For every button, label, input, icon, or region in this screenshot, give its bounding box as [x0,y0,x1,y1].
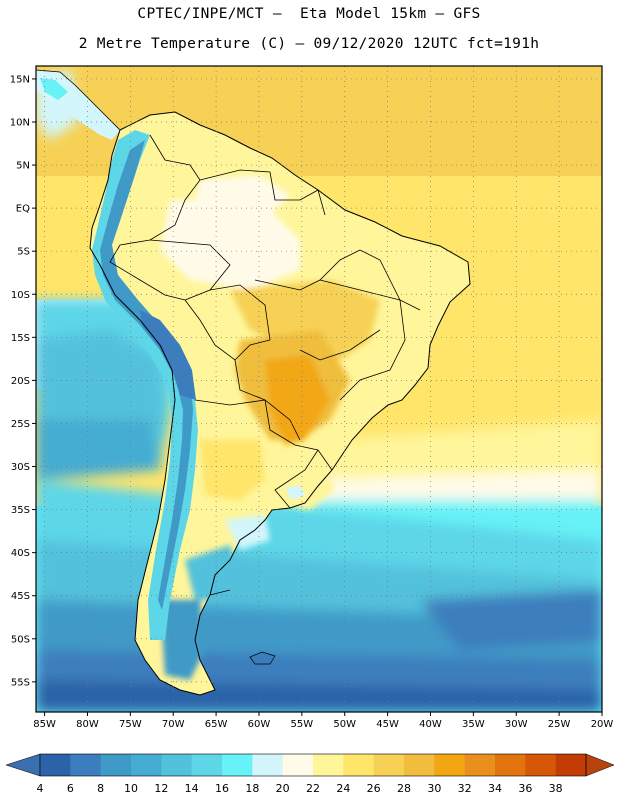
colorbar-swatch [464,754,496,776]
colorbar-swatch [282,754,314,776]
map-subtitle: 2 Metre Temperature (C) – 09/12/2020 12U… [78,36,540,52]
lat-tick-label: 20S [11,376,30,387]
colorbar-label: 32 [458,782,472,795]
latitude-labels: 15N 10N 5N EQ 5S 10S 15S 20S 25S 30S 35S 40S 45S 50S 5… [10,74,36,688]
lat-tick-label: 5S [17,247,30,258]
colorbar-swatch [252,754,283,776]
lon-tick-label: 25W [548,719,571,730]
colorbar-swatch [40,754,71,776]
colorbar-swatch [343,754,374,776]
lat-tick-label: 50S [11,634,30,645]
lon-tick-label: 75W [119,719,142,730]
lon-tick-label: 70W [162,719,185,730]
colorbar-label: 18 [245,782,259,795]
colorbar-swatch [555,754,587,776]
colorbar-label: 10 [124,782,138,795]
colorbar-swatch [404,754,435,776]
longitude-labels: 85W 80W 75W 70W 65W 60W 55W 50W 45W 40W 35W 30W 25W 2… [33,712,613,730]
lat-tick-label: 5N [16,161,30,172]
lon-tick-label: 60W [248,719,271,730]
country-borders [36,69,471,696]
lat-tick-label: 10S [11,290,30,301]
colorbar-label: 30 [427,782,441,795]
colorbar-label: 6 [67,782,74,795]
colorbar-swatch [70,754,101,776]
lat-tick-label: 10N [10,117,30,128]
colorbar-swatch [525,754,556,776]
colorbar-swatch [434,754,465,776]
colorbar-label: 38 [549,782,563,795]
colorbar-swatch [373,754,405,776]
lon-tick-label: 40W [419,719,442,730]
colorbar-label: 14 [185,782,199,795]
lon-tick-label: 45W [376,719,399,730]
lon-tick-label: 50W [333,719,356,730]
colorbar-label: 24 [336,782,350,795]
colorbar-swatch [222,754,253,776]
colorbar-label: 4 [37,782,44,795]
colorbar-swatch [191,754,223,776]
lat-tick-label: 15N [10,74,30,85]
colorbar-swatch [495,754,526,776]
lat-tick-label: 15S [11,333,30,344]
andes-cold-strip [92,130,198,640]
lon-tick-label: 80W [76,719,99,730]
colorbar-swatch [131,754,162,776]
colorbar-label: 16 [215,782,229,795]
lat-tick-label: 30S [11,462,30,473]
colorbar-under-arrow [5,753,41,777]
lat-tick-label: 45S [11,591,30,602]
lon-tick-label: 35W [462,719,485,730]
lat-tick-label: 35S [11,505,30,516]
lat-tick-label: EQ [16,204,30,215]
colorbar-swatch [100,754,132,776]
lon-tick-label: 30W [505,719,528,730]
lon-tick-label: 85W [33,719,56,730]
map-frame [35,65,603,713]
lat-tick-label: 40S [11,548,30,559]
colorbar: 4 6 8 10 12 14 16 18 20 22 24 26 28 30 32 34 36 38 [5,753,615,795]
lat-tick-label: 55S [11,677,30,688]
colorbar-label: 36 [518,782,532,795]
colorbar-label: 22 [306,782,320,795]
colorbar-label: 20 [276,782,290,795]
map-title: CPTEC/INPE/MCT – Eta Model 15km – GFS [137,6,481,22]
colorbar-label: 34 [488,782,502,795]
lon-tick-label: 20W [591,719,614,730]
lon-tick-label: 55W [291,719,314,730]
temperature-field [36,66,602,712]
colorbar-frame [39,753,587,777]
colorbar-over-arrow [585,753,615,777]
colorbar-label: 28 [397,782,411,795]
colorbar-label: 12 [154,782,168,795]
colorbar-label: 26 [367,782,381,795]
colorbar-swatch [161,754,192,776]
lon-tick-label: 65W [205,719,228,730]
colorbar-swatch [313,754,344,776]
lat-tick-label: 25S [11,419,30,430]
colorbar-label: 8 [97,782,104,795]
